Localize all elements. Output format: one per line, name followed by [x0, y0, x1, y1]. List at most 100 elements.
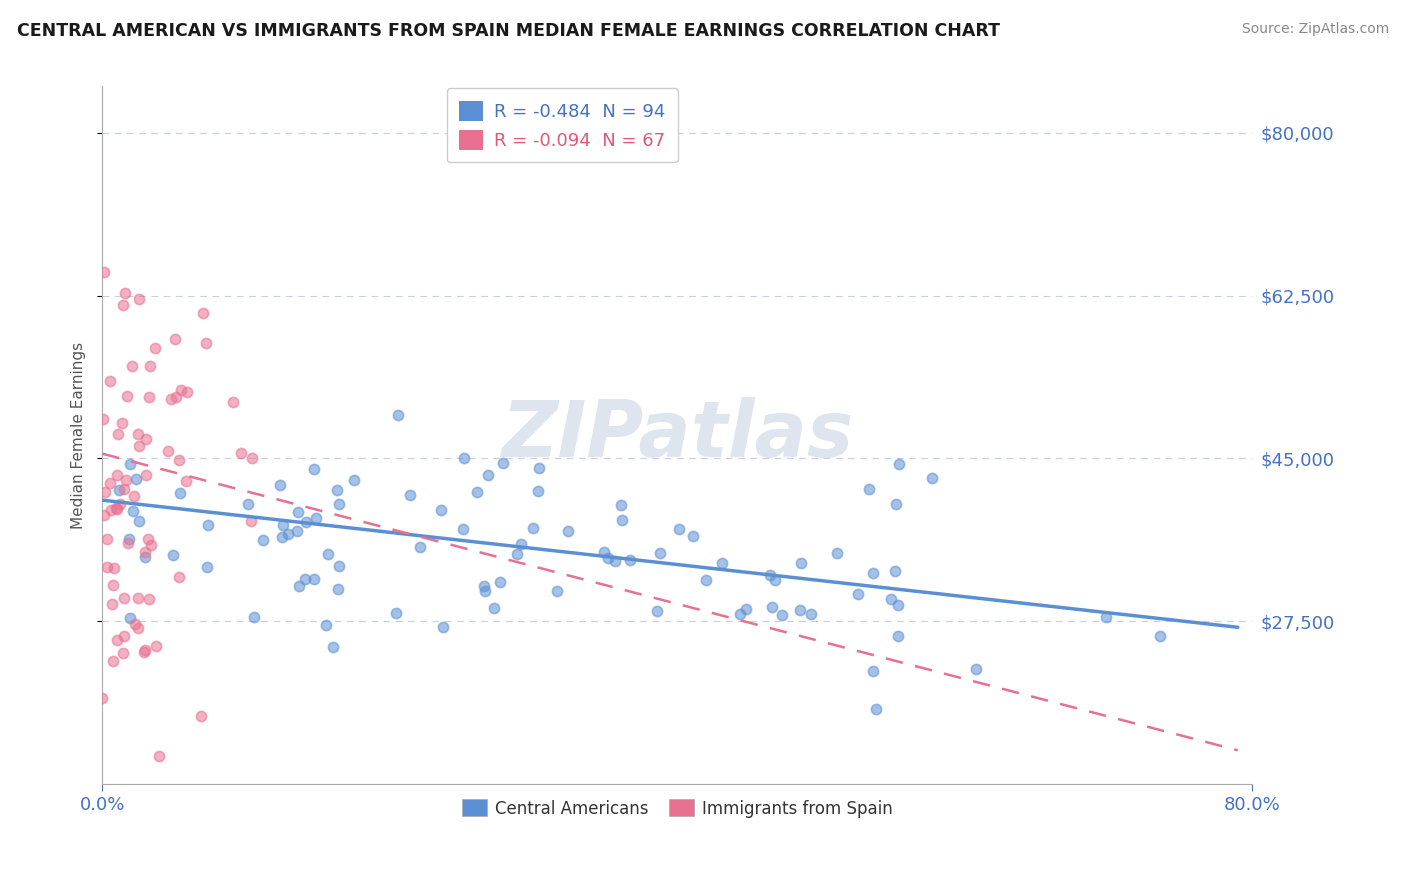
Point	[96, 559, 118, 574]
Point	[596, 551, 619, 566]
Point	[328, 559, 350, 574]
Point	[127, 591, 149, 605]
Point	[862, 566, 884, 581]
Point	[167, 570, 190, 584]
Point	[108, 483, 131, 497]
Point	[96, 532, 118, 546]
Point	[134, 550, 156, 565]
Point	[122, 489, 145, 503]
Point	[124, 616, 146, 631]
Point	[100, 597, 122, 611]
Point	[322, 640, 344, 655]
Point	[252, 533, 274, 547]
Point	[1149, 628, 1171, 642]
Point	[100, 502, 122, 516]
Point	[522, 521, 544, 535]
Point	[160, 392, 183, 406]
Point	[315, 617, 337, 632]
Point	[887, 457, 910, 471]
Point	[645, 604, 668, 618]
Point	[506, 547, 529, 561]
Point	[112, 591, 135, 606]
Point	[138, 591, 160, 606]
Point	[887, 598, 910, 612]
Point	[122, 504, 145, 518]
Point	[101, 654, 124, 668]
Point	[1095, 609, 1118, 624]
Point	[648, 546, 671, 560]
Point	[191, 305, 214, 319]
Y-axis label: Median Female Earnings: Median Female Earnings	[72, 342, 86, 529]
Point	[302, 572, 325, 586]
Point	[827, 546, 849, 560]
Point	[229, 446, 252, 460]
Point	[91, 691, 114, 706]
Point	[117, 536, 139, 550]
Point	[121, 359, 143, 373]
Point	[790, 556, 813, 570]
Point	[101, 578, 124, 592]
Point	[326, 483, 349, 498]
Point	[966, 661, 988, 675]
Point	[884, 565, 907, 579]
Point	[728, 607, 751, 621]
Point	[593, 545, 616, 559]
Point	[770, 607, 793, 622]
Point	[197, 517, 219, 532]
Point	[800, 607, 823, 621]
Point	[763, 573, 786, 587]
Point	[240, 451, 263, 466]
Point	[546, 583, 568, 598]
Point	[170, 384, 193, 398]
Point	[240, 514, 263, 528]
Point	[510, 537, 533, 551]
Point	[222, 395, 245, 409]
Point	[668, 522, 690, 536]
Text: Source: ZipAtlas.com: Source: ZipAtlas.com	[1241, 22, 1389, 37]
Point	[465, 485, 488, 500]
Point	[603, 554, 626, 568]
Point	[108, 497, 131, 511]
Point	[858, 482, 880, 496]
Point	[451, 523, 474, 537]
Point	[169, 453, 191, 467]
Point	[94, 484, 117, 499]
Point	[128, 514, 150, 528]
Point	[343, 473, 366, 487]
Point	[328, 582, 350, 596]
Point	[271, 517, 294, 532]
Point	[761, 600, 783, 615]
Point	[93, 508, 115, 522]
Text: CENTRAL AMERICAN VS IMMIGRANTS FROM SPAIN MEDIAN FEMALE EARNINGS CORRELATION CHA: CENTRAL AMERICAN VS IMMIGRANTS FROM SPAI…	[17, 22, 1000, 40]
Point	[195, 559, 218, 574]
Point	[138, 390, 160, 404]
Point	[143, 341, 166, 355]
Text: ZIPatlas: ZIPatlas	[501, 397, 853, 473]
Point	[695, 573, 717, 587]
Point	[104, 501, 127, 516]
Point	[128, 293, 150, 307]
Point	[492, 456, 515, 470]
Point	[118, 611, 141, 625]
Point	[190, 709, 212, 723]
Point	[287, 578, 309, 592]
Point	[921, 470, 943, 484]
Point	[145, 639, 167, 653]
Point	[111, 646, 134, 660]
Point	[98, 374, 121, 388]
Point	[128, 439, 150, 453]
Point	[789, 603, 811, 617]
Point	[93, 265, 115, 279]
Point	[139, 359, 162, 374]
Point	[135, 468, 157, 483]
Point	[294, 572, 316, 586]
Point	[472, 579, 495, 593]
Point	[195, 336, 218, 351]
Point	[432, 620, 454, 634]
Point	[163, 332, 186, 346]
Point	[157, 443, 180, 458]
Point	[105, 468, 128, 483]
Point	[287, 524, 309, 538]
Point	[304, 510, 326, 524]
Point	[174, 474, 197, 488]
